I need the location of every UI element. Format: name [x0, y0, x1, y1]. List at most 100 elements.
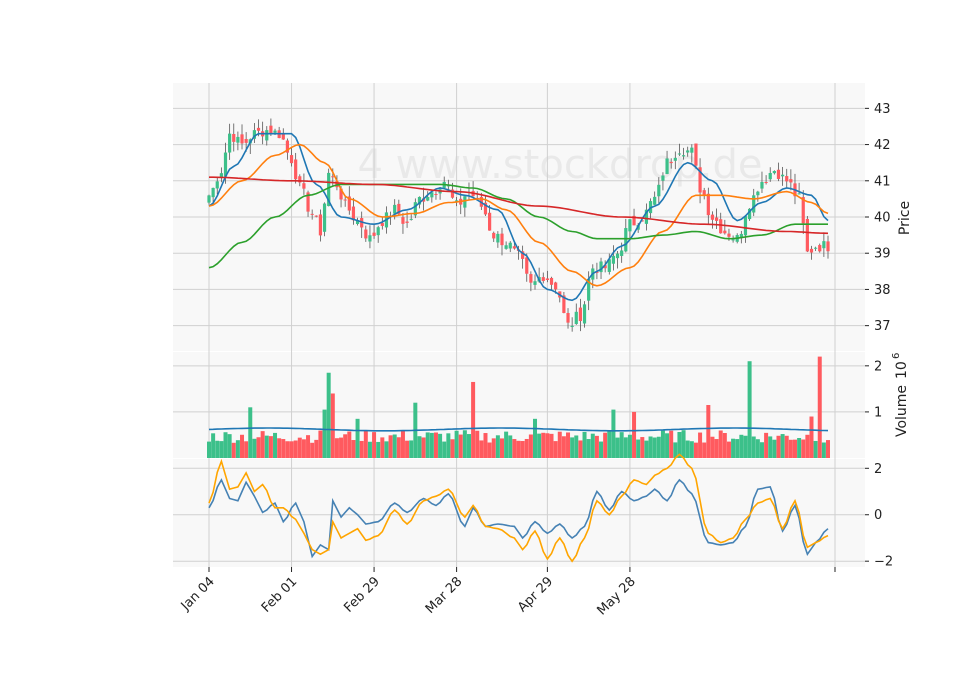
x-tick-label: May 28	[595, 574, 639, 618]
candle-up	[747, 208, 752, 220]
volume-bar	[681, 430, 686, 458]
candle-down	[764, 181, 768, 183]
candle-down	[339, 188, 343, 200]
volume-bar	[520, 441, 525, 458]
volume-bar	[372, 432, 377, 458]
volume-bar	[632, 411, 637, 458]
candle-up	[265, 130, 269, 141]
volume-bar	[301, 439, 306, 458]
volume-bar	[355, 418, 360, 458]
volume-bar	[714, 439, 719, 458]
candle-down	[318, 214, 323, 236]
candle-up	[756, 191, 760, 196]
volume-bar	[347, 431, 352, 458]
candle-down	[298, 176, 302, 183]
volume-bar	[512, 439, 517, 458]
candle-down	[240, 134, 244, 144]
candle-up	[215, 181, 219, 189]
volume-bar	[644, 440, 649, 458]
candle-up	[607, 259, 611, 272]
x-tick-label: Feb 01	[259, 574, 301, 616]
candle-down	[710, 214, 715, 220]
svg-text:6: 6	[891, 353, 902, 359]
volume-bar	[751, 436, 756, 458]
volume-bar	[648, 436, 653, 458]
candle-down	[483, 202, 488, 215]
candle-up	[661, 175, 665, 181]
candle-up	[628, 219, 632, 232]
volume-bar	[594, 435, 599, 458]
volume-bar	[528, 434, 533, 458]
volume-bar	[223, 432, 228, 458]
price-tick-label: 39	[874, 247, 891, 262]
volume-bar	[314, 439, 319, 458]
candle-down	[706, 193, 710, 216]
candle-up	[743, 216, 748, 236]
volume-bar	[623, 437, 628, 458]
candle-up	[574, 311, 578, 324]
oscillator-tick-label: −2	[874, 555, 893, 570]
oscillator-panel-bg	[173, 459, 865, 567]
volume-bar	[235, 440, 240, 458]
volume-bars	[207, 356, 830, 458]
candle-down	[294, 159, 298, 180]
candle-down	[549, 277, 554, 285]
volume-bar	[405, 440, 410, 458]
volume-bar	[718, 430, 723, 458]
candle-up	[731, 239, 735, 241]
candle-up	[504, 245, 508, 249]
candle-up	[207, 195, 211, 203]
volume-bar	[425, 432, 430, 458]
candle-up	[496, 233, 500, 243]
candle-down	[603, 265, 607, 269]
volume-bar	[285, 441, 290, 458]
volume-bar	[471, 381, 476, 458]
candle-up	[624, 228, 628, 252]
candle-down	[826, 241, 830, 252]
volume-bar	[252, 438, 257, 458]
volume-bar	[640, 437, 645, 458]
volume-bar	[603, 432, 608, 458]
volume-bar	[421, 437, 426, 458]
volume-bar	[211, 433, 216, 458]
volume-bar	[731, 438, 736, 458]
candle-down	[306, 192, 310, 212]
volume-bar	[260, 431, 265, 458]
volume-bar	[499, 438, 504, 458]
candle-up	[657, 184, 661, 197]
candle-down	[801, 197, 805, 224]
candle-up	[587, 278, 591, 301]
volume-bar	[698, 432, 703, 458]
volume-bar	[396, 437, 401, 458]
candle-up	[781, 174, 785, 177]
candle-up	[644, 209, 649, 224]
volume-bar	[310, 442, 315, 458]
volume-bar	[545, 433, 550, 458]
volume-bar	[297, 437, 302, 458]
candle-up	[752, 195, 756, 213]
candle-up	[768, 173, 772, 180]
candle-up	[327, 172, 331, 207]
candle-down	[719, 219, 723, 234]
volume-bar	[636, 439, 641, 458]
volume-bar	[586, 439, 591, 458]
volume-bar	[318, 430, 323, 458]
volume-bar	[491, 438, 496, 458]
candle-down	[331, 176, 335, 178]
candle-up	[690, 147, 694, 153]
candle-down	[789, 179, 793, 183]
volume-bar	[735, 439, 740, 458]
candle-down	[450, 189, 455, 198]
volume-bar	[549, 433, 554, 458]
volume-bar	[627, 434, 632, 458]
volume-bar	[256, 437, 261, 458]
candle-down	[492, 232, 496, 239]
candle-up	[772, 171, 776, 174]
volume-bar	[660, 430, 665, 458]
candle-down	[314, 215, 318, 217]
volume-bar	[433, 432, 438, 458]
volume-bar	[363, 430, 368, 458]
volume-bar	[388, 435, 393, 458]
candle-down	[545, 278, 549, 280]
